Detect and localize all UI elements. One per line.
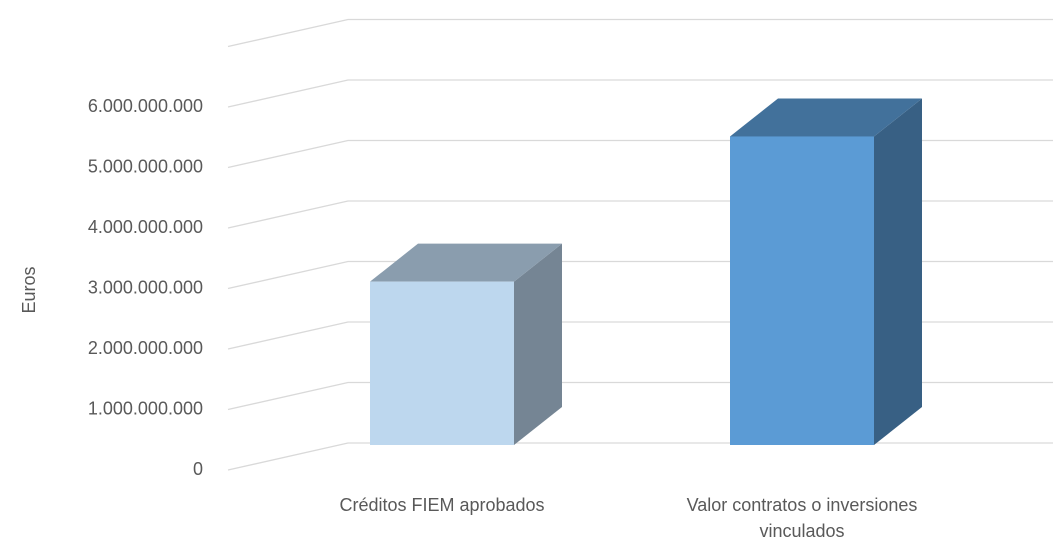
grid-line — [227, 260, 1053, 290]
grid-line — [227, 321, 1053, 350]
bar-top — [370, 243, 562, 282]
grid-line — [227, 18, 1053, 48]
y-tick-label: 2.000.000.000 — [88, 338, 203, 358]
bar-top — [730, 98, 922, 137]
grid-line — [227, 442, 1053, 471]
x-tick-label: Créditos FIEM aprobados — [339, 495, 545, 515]
y-tick-label: 1.000.000.000 — [88, 398, 203, 418]
bar — [730, 136, 874, 445]
grid-line — [227, 381, 1053, 411]
x-tick-label: Valor contratos o inversiones vinculados — [686, 495, 918, 541]
y-tick-label: 4.000.000.000 — [88, 217, 203, 237]
bar-side — [514, 243, 562, 445]
grid-line — [227, 200, 1053, 229]
y-tick-label: 3.000.000.000 — [88, 277, 203, 297]
y-tick-label: 6.000.000.000 — [88, 96, 203, 116]
grid-line — [227, 139, 1053, 169]
y-tick-label: 0 — [193, 459, 203, 479]
y-axis-title: Euros — [19, 266, 39, 313]
grid-line — [227, 79, 1053, 108]
y-tick-label: 5.000.000.000 — [88, 156, 203, 176]
bar — [370, 281, 514, 445]
bar-side — [874, 98, 922, 445]
